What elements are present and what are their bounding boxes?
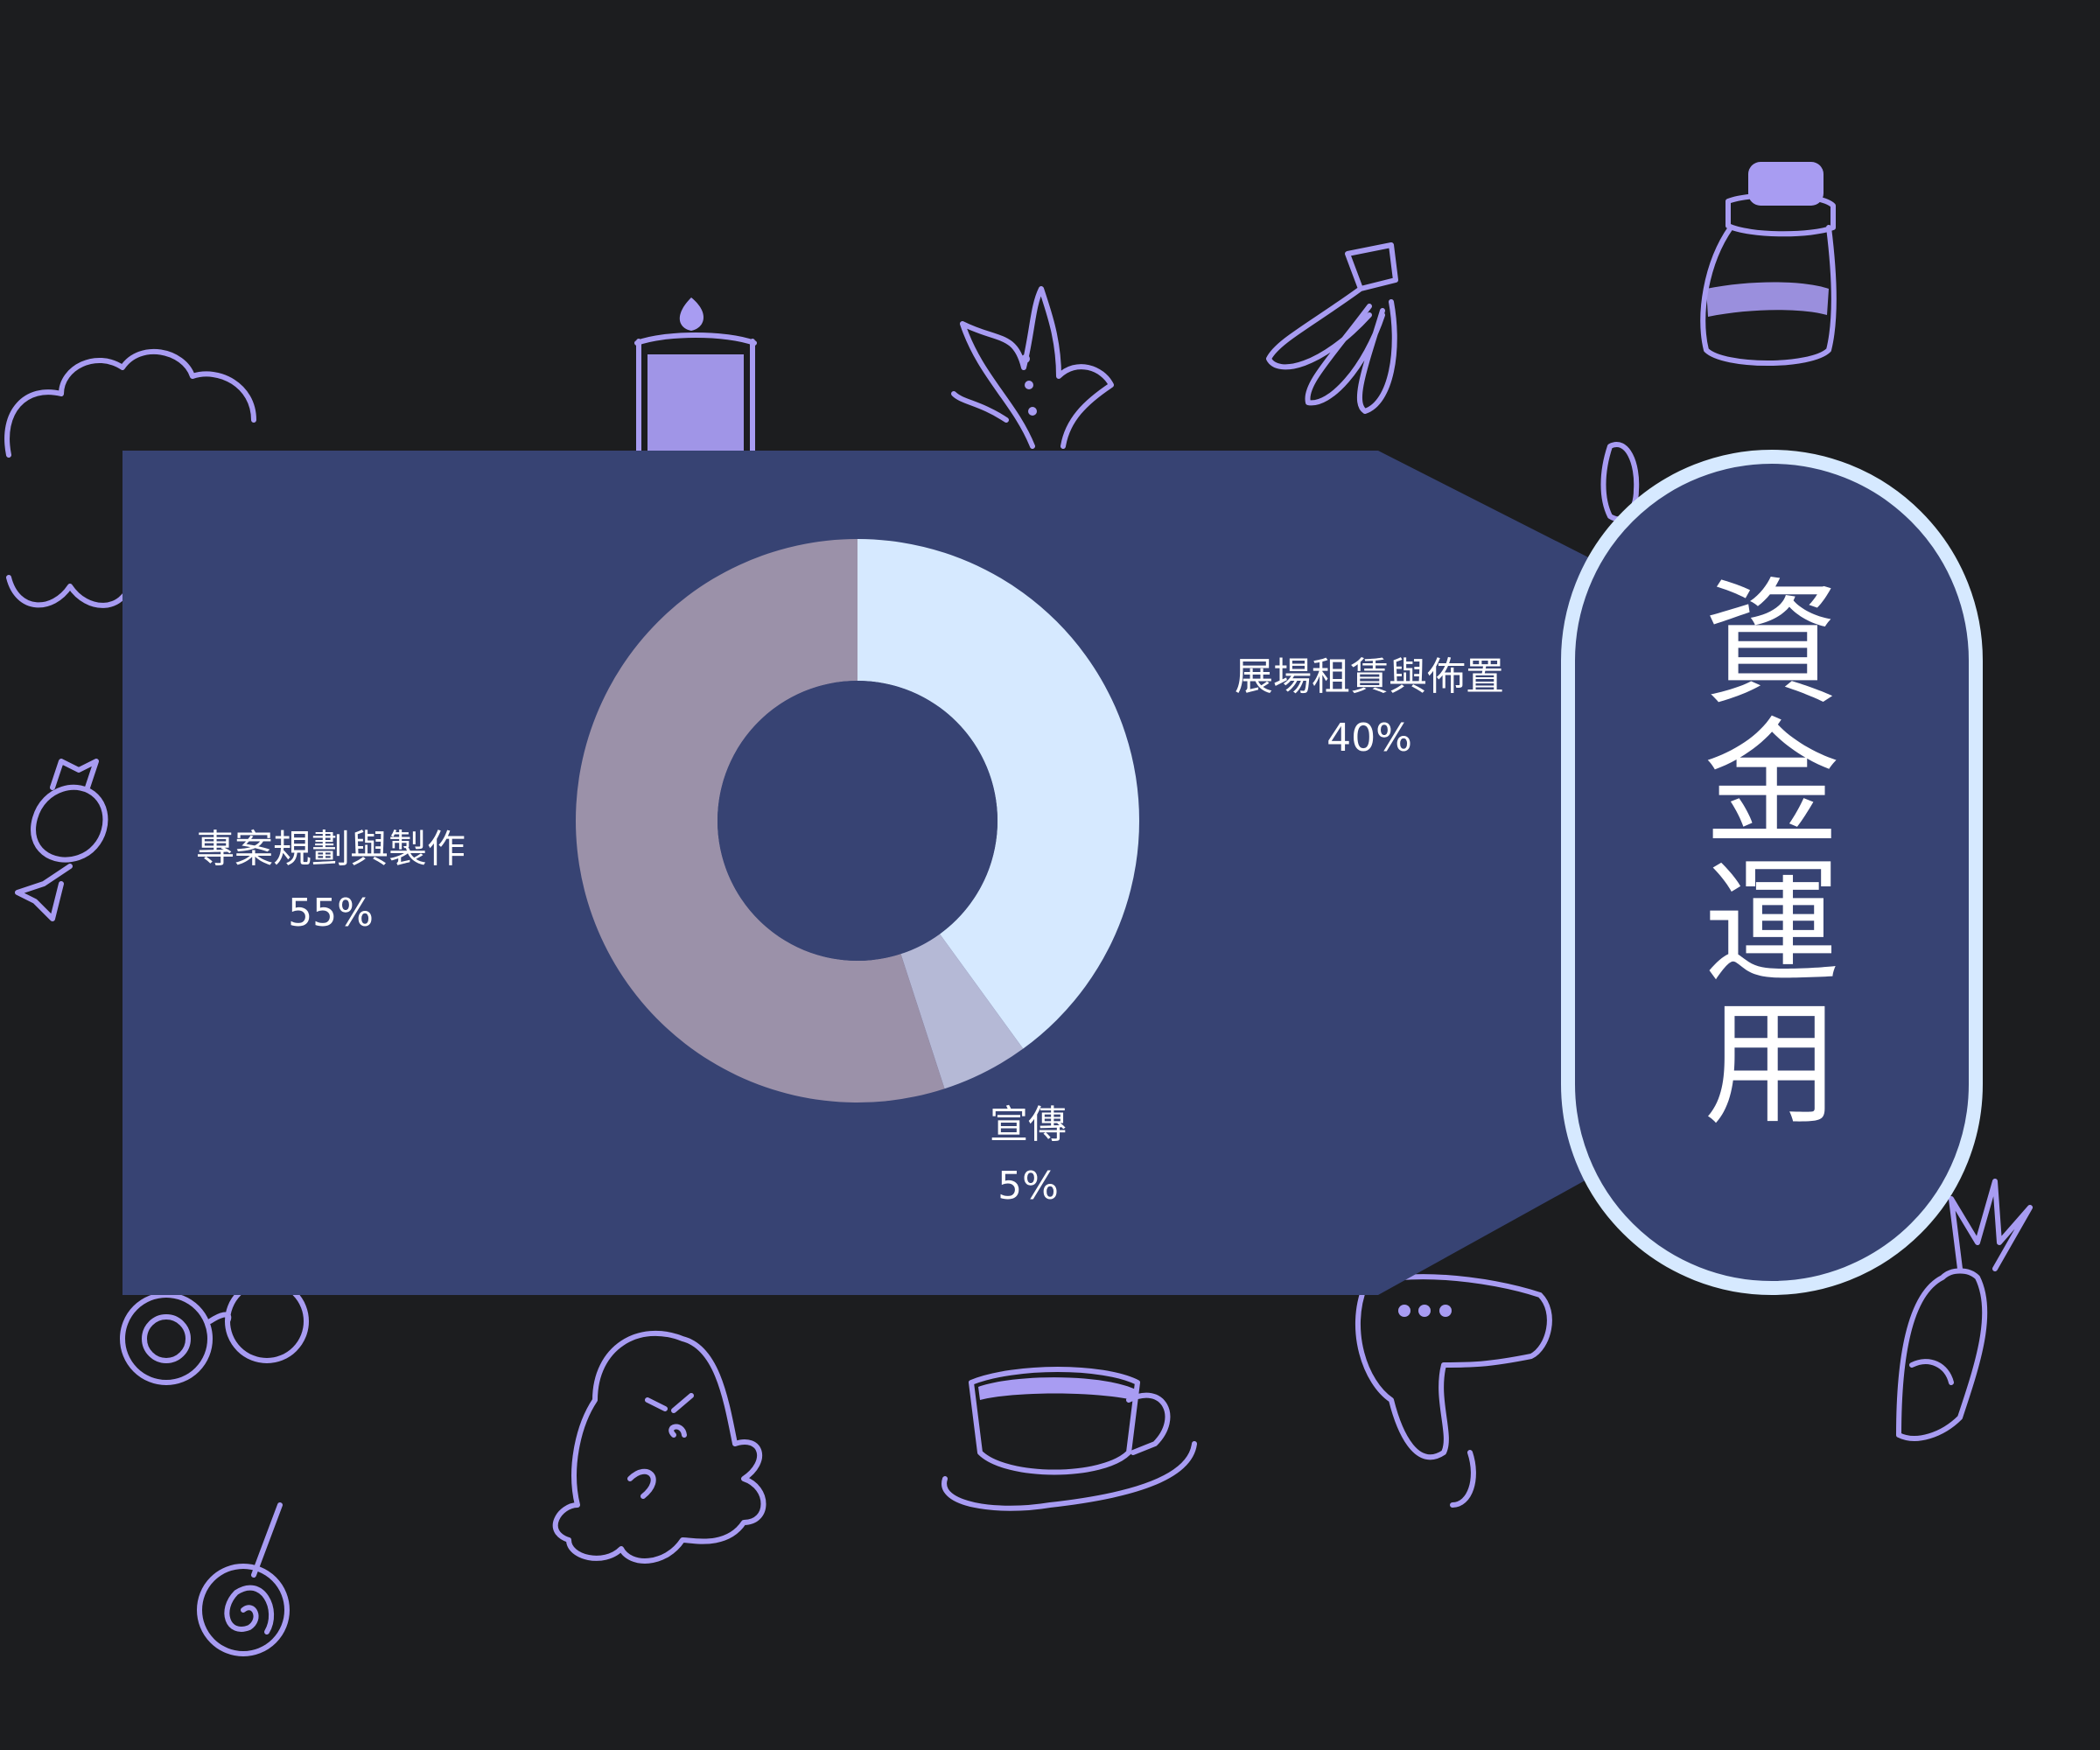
label-project-name: 專案規劃與製作 <box>196 827 466 872</box>
doodle-layer <box>4 162 2033 1656</box>
carrot-icon <box>1896 1179 2033 1441</box>
cloud-icon <box>4 349 256 608</box>
label-promo-value: 5% <box>998 1164 1059 1208</box>
title-pill: 資金運用 <box>1561 450 1983 1295</box>
teacup-icon <box>942 1367 1197 1511</box>
label-venue-value: 40% <box>1326 716 1412 760</box>
slice-labels: 展場租賃與佈置 40% 宣傳 5% 專案規劃與製作 55% <box>196 654 1504 1208</box>
candy-icon <box>15 759 108 921</box>
title-pill-shape <box>1561 450 1983 1295</box>
hairdryer-icon <box>1355 1274 1552 1508</box>
label-project-value: 55% <box>288 891 374 935</box>
donut-chart <box>576 539 1139 1103</box>
label-venue-name: 展場租賃與佈置 <box>1235 654 1504 699</box>
leaf-icon <box>951 286 1114 449</box>
candle-icon <box>634 298 757 458</box>
banana-icon <box>1266 242 1398 414</box>
jar-icon <box>1700 162 1837 366</box>
title-char: 運 <box>1704 844 1840 1004</box>
donut-slice-0 <box>858 539 1139 1049</box>
label-promo-name: 宣傳 <box>990 1102 1067 1147</box>
title-char: 資 <box>1704 564 1840 724</box>
page-title: 資金運用 <box>1704 564 1840 1144</box>
donut-slice-2 <box>576 539 945 1103</box>
ghost-icon <box>552 1330 766 1564</box>
donut-slice-1 <box>900 934 1024 1089</box>
lollipop-icon <box>197 1502 290 1656</box>
title-char: 用 <box>1704 984 1840 1144</box>
title-char: 金 <box>1704 704 1840 864</box>
donut-hole <box>718 681 998 961</box>
glasses-icon <box>120 1279 309 1385</box>
